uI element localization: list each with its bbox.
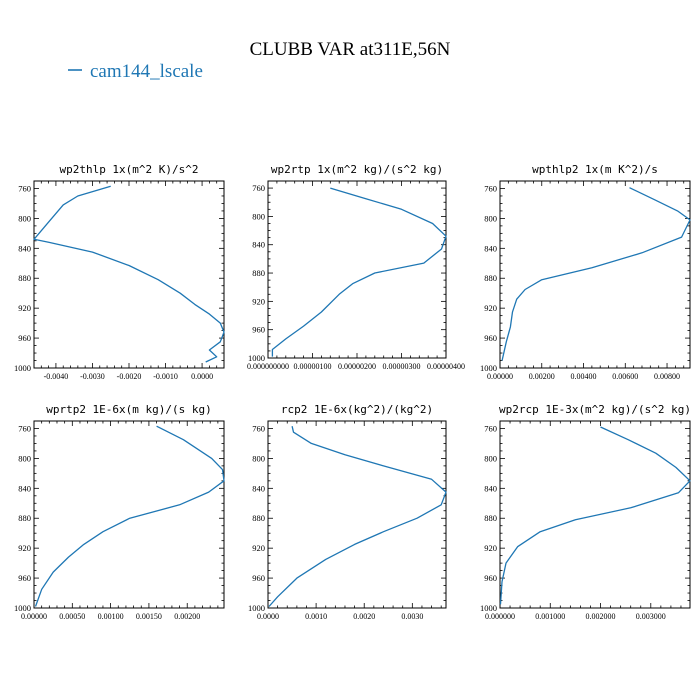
subplot-2: wp2rtp 1x(m^2 kg)/(s^2 kg) 760 800 840 880 92…: [247, 163, 465, 371]
profile-line: [33, 185, 225, 363]
y-tick-label: 840: [252, 483, 265, 493]
y-tick-label: 880: [484, 513, 497, 523]
y-tick-label: 960: [252, 573, 265, 583]
y-tick-label: 880: [18, 513, 31, 523]
x-tick-label: 0.00050: [59, 612, 85, 621]
profile-line: [501, 187, 691, 361]
plot-frame: [33, 420, 225, 609]
y-tick-label: 800: [484, 213, 497, 223]
x-tick-label: 0.00600: [612, 372, 638, 381]
x-tick-label: -0.0030: [80, 372, 105, 381]
subplot-title: rcp2 1E-6x(kg^2)/(kg^2): [281, 403, 433, 416]
x-tick-label: 0.00000200: [338, 362, 376, 371]
y-tick-label: 840: [252, 240, 265, 250]
x-tick-label: 0.00150: [136, 612, 162, 621]
x-tick-label: -0.0040: [44, 372, 69, 381]
x-tick-label: 0.0010: [305, 612, 327, 621]
y-tick-label: 840: [484, 483, 497, 493]
y-tick-label: 760: [18, 183, 31, 193]
profile-line: [34, 425, 225, 607]
x-tick-label: 0.00800: [654, 372, 680, 381]
y-tick-label: 1000: [480, 363, 497, 373]
y-tick-label: 960: [18, 333, 31, 343]
x-tick-label: 0.002000: [586, 612, 616, 621]
subplot-title: wprtp2 1E-6x(m kg)/(s kg): [46, 403, 212, 416]
y-tick-label: 920: [252, 296, 265, 306]
x-tick-label: 0.0000: [191, 372, 213, 381]
y-tick-label: 800: [18, 213, 31, 223]
subplot-title: wp2rcp 1E-3x(m^2 kg)/(s^2 kg): [499, 403, 691, 416]
x-tick-label: 0.00400: [571, 372, 597, 381]
x-tick-label: 0.00000400: [427, 362, 465, 371]
figure-title: CLUBB VAR at311E,56N: [250, 39, 451, 60]
x-tick-label: 0.00000300: [383, 362, 421, 371]
y-tick-label: 800: [252, 211, 265, 221]
subplot-title: wp2rtp 1x(m^2 kg)/(s^2 kg): [271, 163, 443, 176]
y-tick-label: 880: [484, 273, 497, 283]
y-tick-label: 800: [252, 453, 265, 463]
subplot-title: wpthlp2 1x(m K^2)/s: [532, 163, 658, 176]
x-tick-label: 0.00100: [98, 612, 124, 621]
y-tick-label: 1000: [248, 353, 265, 363]
x-tick-label: 0.00000: [487, 372, 513, 381]
x-tick-label: 0.0020: [353, 612, 375, 621]
x-tick-label: 0.003000: [636, 612, 666, 621]
y-tick-label: 920: [252, 543, 265, 553]
subplot-title: wp2thlp 1x(m^2 K)/s^2: [59, 163, 198, 176]
subplot-6: wp2rcp 1E-3x(m^2 kg)/(s^2 kg)760 800 840 88…: [480, 403, 691, 621]
legend-label: cam144_lscale: [90, 61, 203, 82]
y-tick-label: 760: [484, 183, 497, 193]
plot-frame: [499, 420, 691, 609]
y-tick-label: 960: [484, 573, 497, 583]
y-tick-label: 1000: [248, 603, 265, 613]
subplot-5: rcp2 1E-6x(kg^2)/(kg^2) 760 800 840 880 920 96…: [248, 403, 447, 621]
subplot-1: wp2thlp 1x(m^2 K)/s^2 760 800 840 880 920 960 1…: [14, 163, 225, 381]
y-tick-label: 1000: [480, 603, 497, 613]
y-tick-label: 1000: [14, 363, 31, 373]
y-tick-label: 760: [252, 183, 265, 193]
plot-frame: [33, 180, 225, 369]
y-tick-label: 880: [252, 513, 265, 523]
y-tick-label: 920: [484, 543, 497, 553]
plot-frame: [267, 180, 447, 359]
y-tick-label: 760: [252, 423, 265, 433]
x-tick-label: 0.00000100: [294, 362, 332, 371]
y-tick-label: 920: [18, 543, 31, 553]
profile-line: [499, 426, 691, 605]
x-tick-label: 0.00200: [174, 612, 200, 621]
x-tick-label: 0.0000: [257, 612, 279, 621]
y-tick-label: 960: [18, 573, 31, 583]
y-tick-label: 960: [484, 333, 497, 343]
y-tick-label: 960: [252, 325, 265, 335]
x-tick-label: 0.000000000: [247, 362, 289, 371]
subplot-4: wprtp2 1E-6x(m kg)/(s kg) 760 800 840 880 920…: [14, 403, 225, 621]
y-tick-label: 920: [18, 303, 31, 313]
x-tick-label: 0.00000: [21, 612, 47, 621]
y-tick-label: 840: [484, 243, 497, 253]
y-tick-label: 760: [18, 423, 31, 433]
x-tick-label: 0.000000: [485, 612, 515, 621]
x-tick-label: 0.00200: [529, 372, 555, 381]
y-tick-label: 840: [18, 243, 31, 253]
y-tick-label: 760: [484, 423, 497, 433]
x-tick-label: 0.0030: [401, 612, 423, 621]
y-tick-label: 800: [484, 453, 497, 463]
plot-frame: [267, 420, 447, 609]
y-tick-label: 840: [18, 483, 31, 493]
profile-line: [268, 426, 447, 607]
plot-frame: [499, 180, 691, 369]
subplot-grid: wp2thlp 1x(m^2 K)/s^2 760 800 840 880 920 960 1…: [14, 163, 691, 621]
x-tick-label: -0.0020: [117, 372, 142, 381]
x-tick-label: 0.001000: [535, 612, 565, 621]
y-tick-label: 800: [18, 453, 31, 463]
y-tick-label: 880: [18, 273, 31, 283]
y-tick-label: 920: [484, 303, 497, 313]
profile-line: [271, 187, 447, 357]
y-tick-label: 1000: [14, 603, 31, 613]
subplot-3: wpthlp2 1x(m K^2)/s 760 800 840 880 920 960 100…: [480, 163, 691, 381]
x-tick-label: -0.0010: [153, 372, 178, 381]
y-tick-label: 880: [252, 268, 265, 278]
